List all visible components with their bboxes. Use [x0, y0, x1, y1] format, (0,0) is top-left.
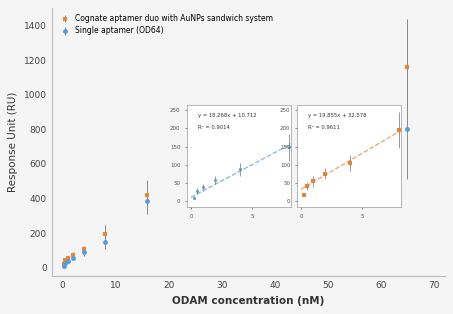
X-axis label: ODAM concentration (nM): ODAM concentration (nM)	[172, 296, 324, 306]
Legend: Cognate aptamer duo with AuNPs sandwich system, Single aptamer (OD64): Cognate aptamer duo with AuNPs sandwich …	[59, 12, 275, 38]
Y-axis label: Response Unit (RU): Response Unit (RU)	[8, 92, 18, 192]
